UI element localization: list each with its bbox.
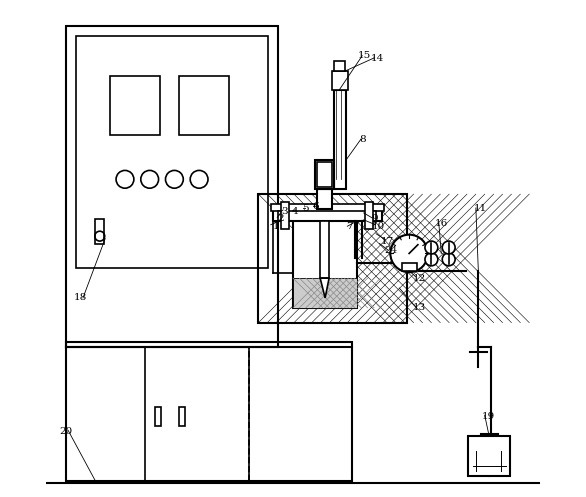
Bar (293, 219, 357, 308)
Bar (278, 211, 284, 221)
Text: 19: 19 (482, 412, 495, 421)
Text: 18: 18 (74, 293, 87, 302)
Bar (110, 76, 159, 135)
Text: 11: 11 (474, 204, 488, 214)
Bar (402, 263, 417, 271)
Text: 20: 20 (59, 427, 72, 436)
Bar (258, 194, 407, 323)
Bar (468, 436, 510, 476)
Circle shape (425, 253, 438, 266)
Circle shape (442, 241, 455, 254)
Circle shape (390, 235, 428, 272)
Circle shape (442, 253, 455, 266)
Bar (315, 160, 333, 189)
Bar (316, 162, 332, 187)
Text: 15: 15 (358, 51, 372, 60)
Bar (76, 36, 268, 268)
Text: 14: 14 (370, 54, 384, 63)
Bar (96, 219, 104, 244)
Text: 7: 7 (346, 222, 353, 231)
Text: 16: 16 (435, 219, 448, 228)
Bar (333, 90, 346, 189)
Text: 5: 5 (302, 204, 309, 214)
Text: 10: 10 (372, 222, 384, 231)
Text: 8: 8 (359, 135, 366, 144)
Text: 17: 17 (381, 237, 394, 246)
Bar (179, 76, 229, 135)
Circle shape (425, 241, 438, 254)
Bar (320, 221, 329, 278)
Bar (364, 202, 373, 229)
Text: 9: 9 (372, 214, 378, 223)
Bar (66, 342, 352, 481)
Polygon shape (320, 278, 329, 298)
Text: 6: 6 (312, 202, 319, 211)
Bar (66, 26, 278, 347)
Bar (370, 211, 376, 221)
Bar (316, 189, 332, 209)
Text: 3: 3 (281, 207, 287, 216)
Text: 2: 2 (277, 214, 284, 223)
Bar (332, 71, 348, 90)
Bar (273, 209, 382, 221)
Text: 13: 13 (413, 303, 425, 312)
Bar (334, 61, 345, 71)
Text: 24: 24 (384, 247, 397, 255)
Bar (281, 202, 289, 229)
Text: 4: 4 (292, 207, 299, 216)
Bar (179, 407, 185, 426)
Text: 12: 12 (413, 274, 425, 283)
Bar (155, 407, 161, 426)
Text: 1: 1 (272, 222, 279, 231)
Polygon shape (293, 278, 357, 308)
Bar (271, 204, 384, 211)
